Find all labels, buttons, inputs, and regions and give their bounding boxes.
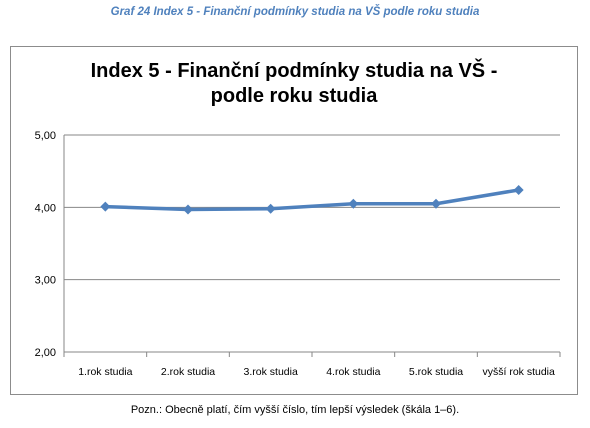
series-line: [103, 188, 521, 212]
x-tick-label-1: 2.rok studia: [161, 366, 215, 378]
x-tick-label-2: 3.rok studia: [244, 366, 298, 378]
y-tick-label-0: 2,00: [35, 347, 56, 359]
chart-title-line-1: Index 5 - Finanční podmínky studia na VŠ…: [90, 60, 498, 82]
chart-title-line-2: podle roku studia: [210, 85, 378, 107]
figure-caption: Graf 24 Index 5 - Finanční podmínky stud…: [110, 6, 480, 18]
y-tick-label-2: 4,00: [35, 202, 56, 214]
x-tick-label-0: 1.rok studia: [78, 366, 132, 378]
y-tick-label-3: 5,00: [35, 130, 56, 142]
chart-frame: Index 5 - Finanční podmínky studia na VŠ…: [10, 46, 578, 395]
data-point-5: [513, 184, 524, 195]
footnote: Pozn.: Obecně platí, čím vyšší číslo, tí…: [130, 404, 460, 416]
x-tick-label-4: 5.rok studia: [409, 366, 463, 378]
line-chart: 2,00 3,00 4,00 5,00 1.rok studia 2.rok studia…: [35, 130, 561, 378]
data-point-0: [100, 201, 111, 212]
x-tick-label-3: 4.rok studia: [326, 366, 380, 378]
data-point-3: [348, 198, 359, 209]
data-point-1: [183, 204, 193, 215]
data-point-2: [265, 203, 276, 214]
y-tick-label-1: 3,00: [35, 275, 56, 287]
data-point-4: [431, 198, 441, 209]
x-tick-label-5: vyšší rok studia: [482, 366, 555, 378]
chart-title: Index 5 - Finanční podmínky studia na VŠ…: [11, 59, 577, 109]
